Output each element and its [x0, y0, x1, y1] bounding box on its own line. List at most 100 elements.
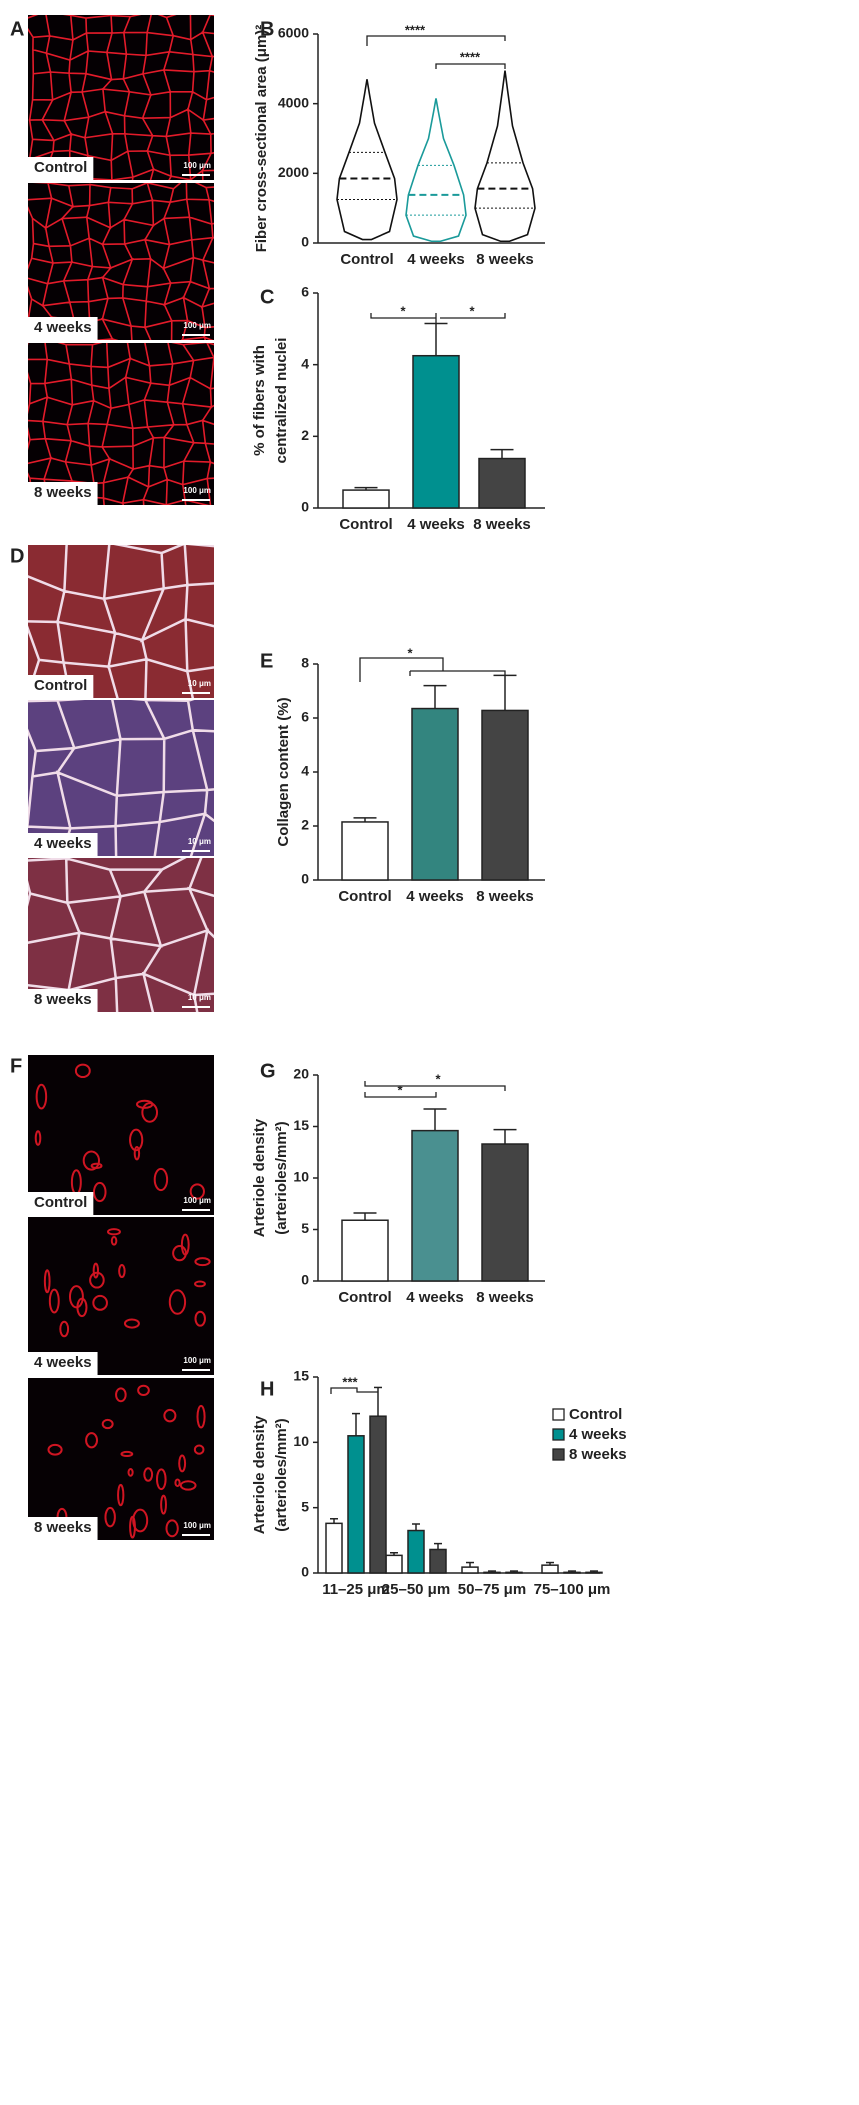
label-box — [28, 675, 94, 698]
bar — [461, 1566, 479, 1574]
significance: * — [397, 1082, 403, 1097]
arteriole — [82, 1150, 101, 1171]
y-axis-label: Arteriole density — [251, 1118, 268, 1237]
y-tick-label: 6 — [301, 709, 309, 725]
y-tick-label: 0 — [301, 1272, 309, 1288]
image-label: 4 weeks — [34, 319, 92, 336]
x-tick-label: 4 weeks — [406, 888, 464, 905]
arteriole — [110, 1235, 118, 1246]
y-tick-label: 0 — [301, 1564, 309, 1580]
arteriole — [74, 1063, 91, 1079]
bar — [341, 1219, 389, 1282]
y-tick-label: 0 — [301, 499, 309, 515]
significance-bracket — [364, 1081, 506, 1091]
arteriole — [89, 1271, 105, 1289]
panel-letter: H — [260, 1378, 274, 1400]
x-tick-label: 50–75 μm — [458, 1581, 526, 1598]
x-tick-label: Control — [338, 1289, 391, 1306]
image-label: 8 weeks — [34, 484, 92, 501]
x-tick-label: Control — [338, 888, 391, 905]
arteriole — [106, 1228, 121, 1236]
arteriole — [117, 1483, 125, 1507]
significance-bracket — [440, 313, 506, 319]
label-box — [28, 989, 98, 1012]
label-box — [28, 1192, 94, 1215]
violin — [336, 79, 398, 241]
bar — [347, 1435, 365, 1574]
scale-label: 100 μm — [183, 1196, 211, 1205]
significance: * — [407, 645, 413, 660]
y-tick-label: 4 — [301, 355, 309, 371]
significance-bracket — [370, 313, 437, 323]
panel-letter: G — [260, 1060, 276, 1082]
y-tick-label: 15 — [293, 1117, 309, 1133]
y-tick-label: 15 — [293, 1368, 309, 1384]
y-tick-label: 0 — [301, 234, 309, 250]
bar — [541, 1564, 559, 1574]
arteriole — [178, 1454, 187, 1473]
arteriole — [141, 1102, 159, 1123]
y-axis-label: Fiber cross-sectional area (μm)² — [253, 25, 270, 253]
legend-swatch — [552, 1408, 565, 1421]
arteriole — [118, 1264, 126, 1279]
bar — [411, 707, 459, 881]
panel-letter: E — [260, 650, 273, 672]
bar — [563, 1571, 581, 1574]
bar — [341, 821, 389, 881]
significance: * — [400, 303, 406, 318]
bar — [585, 1571, 603, 1574]
image-label: Control — [34, 677, 87, 694]
significance: **** — [405, 22, 426, 37]
bar — [369, 1415, 387, 1574]
scale-label: 100 μm — [183, 1356, 211, 1365]
y-tick-label: 4000 — [278, 94, 309, 110]
y-tick-label: 20 — [293, 1066, 309, 1082]
arteriole — [115, 1387, 127, 1403]
scale-label: 100 μm — [183, 161, 211, 170]
significance-bracket — [330, 1387, 378, 1394]
arteriole — [133, 1145, 141, 1161]
significance: *** — [342, 1374, 358, 1389]
cell-outlines — [28, 15, 214, 180]
arteriole — [76, 1297, 88, 1318]
label-box — [28, 482, 98, 505]
bar — [483, 1571, 501, 1574]
arteriole — [43, 1269, 51, 1294]
arteriole — [143, 1467, 154, 1482]
fibrosis — [28, 700, 214, 856]
bar — [412, 354, 460, 509]
arteriole — [174, 1478, 181, 1488]
significance: * — [435, 1071, 441, 1086]
y-axis-label: Collagen content (%) — [275, 697, 292, 846]
y-tick-label: 10 — [293, 1169, 309, 1185]
cell-outlines — [28, 343, 214, 505]
panel-letter: A — [10, 18, 24, 40]
x-tick-label: 8 weeks — [476, 251, 534, 268]
y-tick-label: 6 — [301, 284, 309, 300]
panel-letter: C — [260, 286, 274, 308]
arteriole — [129, 1515, 136, 1539]
significance: **** — [460, 49, 481, 64]
scale-label: 10 μm — [188, 679, 211, 688]
image-label: 4 weeks — [34, 835, 92, 852]
scale-label: 10 μm — [188, 837, 211, 846]
image-label: 8 weeks — [34, 1519, 92, 1536]
arteriole — [34, 1130, 42, 1146]
arteriole — [180, 1233, 190, 1256]
x-tick-label: 11–25 μm — [322, 1581, 390, 1598]
x-tick-label: 75–100 μm — [534, 1581, 611, 1598]
bar — [429, 1548, 447, 1574]
bar — [407, 1529, 425, 1574]
scale-label: 100 μm — [183, 321, 211, 330]
panel-letter: B — [260, 18, 274, 40]
image-label: 4 weeks — [34, 1354, 92, 1371]
x-tick-label: Control — [340, 251, 393, 268]
legend-swatch — [552, 1428, 565, 1441]
label-box — [28, 1517, 98, 1540]
y-axis-label: Arteriole density — [251, 1415, 268, 1534]
scale-label: 100 μm — [183, 486, 211, 495]
x-tick-label: 4 weeks — [407, 251, 465, 268]
legend-label: 4 weeks — [569, 1426, 627, 1443]
arteriole — [153, 1167, 169, 1192]
